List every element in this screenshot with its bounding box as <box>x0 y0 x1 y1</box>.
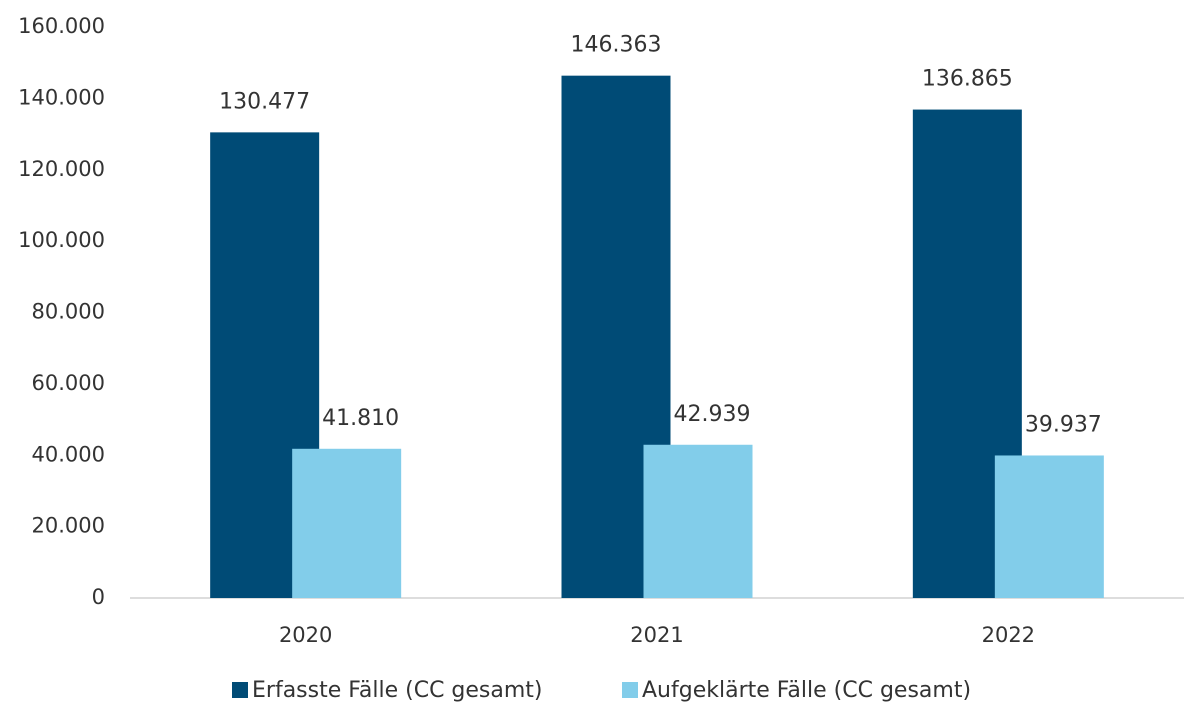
bar <box>292 448 402 598</box>
x-tick-label: 2021 <box>630 623 683 647</box>
bar <box>994 455 1104 598</box>
y-tick-label: 60.000 <box>32 371 105 395</box>
x-tick-label: 2022 <box>982 623 1035 647</box>
data-label: 130.477 <box>219 89 310 114</box>
legend-label: Erfasste Fälle (CC gesamt) <box>252 678 543 703</box>
y-tick-label: 40.000 <box>32 442 105 466</box>
y-tick-label: 140.000 <box>18 85 105 109</box>
data-label: 146.363 <box>571 33 662 58</box>
bar <box>643 444 753 598</box>
legend-swatch <box>232 682 248 698</box>
y-tick-label: 120.000 <box>18 157 105 181</box>
y-tick-label: 20.000 <box>32 514 105 538</box>
data-label: 136.865 <box>922 67 1013 92</box>
y-tick-label: 160.000 <box>18 14 105 38</box>
y-tick-label: 100.000 <box>18 228 105 252</box>
data-label: 42.939 <box>674 402 751 427</box>
data-label: 39.937 <box>1025 412 1102 437</box>
legend-swatch <box>622 682 638 698</box>
y-tick-label: 0 <box>92 585 105 609</box>
x-tick-label: 2020 <box>279 623 332 647</box>
y-tick-label: 80.000 <box>32 300 105 324</box>
data-label: 41.810 <box>322 406 399 431</box>
legend-label: Aufgeklärte Fälle (CC gesamt) <box>642 678 971 703</box>
